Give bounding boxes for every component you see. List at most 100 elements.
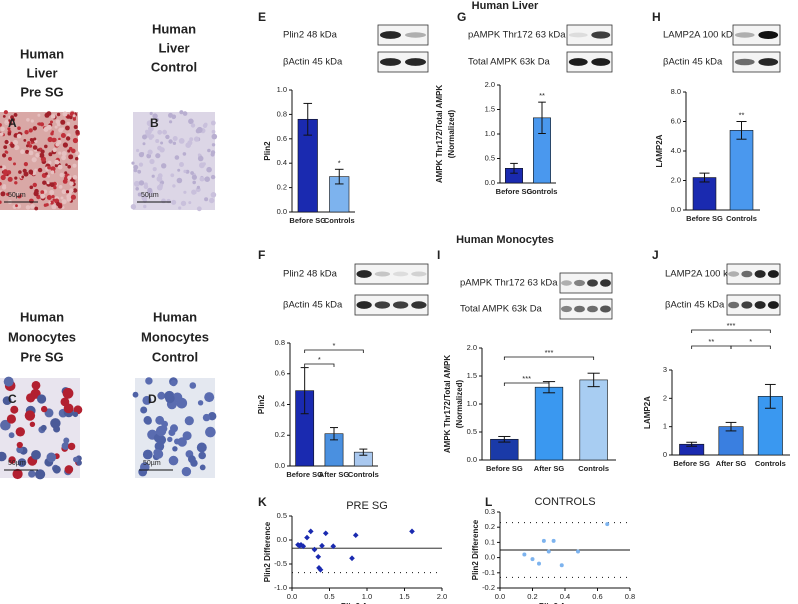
bracket bbox=[304, 349, 364, 353]
cell bbox=[5, 151, 9, 154]
panel-letter: F bbox=[258, 248, 265, 262]
cell bbox=[140, 406, 148, 414]
cell bbox=[32, 145, 38, 150]
chart-title: PRE SG bbox=[346, 500, 388, 512]
y-tick-label: 0.4 bbox=[275, 399, 285, 408]
cell bbox=[49, 189, 55, 195]
cell bbox=[183, 169, 187, 173]
cell bbox=[58, 151, 62, 155]
blot bbox=[377, 51, 429, 73]
blot-label: LAMP2A 100 kDa bbox=[663, 30, 739, 41]
band bbox=[754, 301, 766, 309]
blot-label: pAMPK Thr172 63 kDa bbox=[460, 278, 558, 289]
cell bbox=[154, 441, 165, 452]
blot-label: βActin 45 kDa bbox=[283, 57, 343, 68]
panel-letter: G bbox=[457, 10, 466, 24]
cell bbox=[72, 163, 77, 168]
band bbox=[587, 305, 598, 313]
cell bbox=[143, 416, 152, 425]
cell bbox=[52, 465, 61, 474]
cell bbox=[147, 187, 153, 193]
cell bbox=[55, 119, 60, 124]
cell bbox=[184, 416, 194, 426]
y-tick-label: 0.2 bbox=[485, 522, 495, 531]
y-tick-label: 0.3 bbox=[485, 507, 495, 516]
cell bbox=[39, 152, 45, 158]
point bbox=[307, 528, 314, 535]
cell bbox=[0, 419, 11, 431]
cell bbox=[178, 138, 185, 144]
cell bbox=[39, 122, 45, 127]
cell bbox=[0, 123, 2, 127]
cell bbox=[37, 122, 40, 126]
significance: ** bbox=[739, 110, 745, 119]
y-tick-label: 1.0 bbox=[277, 85, 287, 94]
cell bbox=[165, 134, 170, 140]
cell bbox=[28, 169, 34, 175]
blot-label: Total AMPK 63k Da bbox=[468, 57, 551, 68]
cell bbox=[190, 171, 195, 175]
cell bbox=[202, 162, 206, 166]
cell bbox=[148, 125, 154, 132]
cell bbox=[179, 162, 184, 167]
y-tick-label: 1.0 bbox=[485, 129, 495, 138]
x-tick-label: Before SG bbox=[289, 216, 326, 225]
cell bbox=[35, 469, 46, 480]
cell bbox=[66, 121, 71, 126]
cell bbox=[156, 184, 163, 191]
caption: Human bbox=[153, 309, 197, 324]
cell bbox=[131, 161, 135, 165]
band bbox=[568, 58, 588, 66]
cell bbox=[24, 410, 36, 421]
cell bbox=[182, 152, 187, 156]
cell bbox=[67, 149, 71, 153]
cell bbox=[2, 396, 12, 405]
cell bbox=[199, 464, 206, 471]
blot-label: βActin 45 kDa bbox=[665, 300, 725, 311]
cell bbox=[10, 143, 15, 148]
cell bbox=[26, 118, 30, 122]
cell bbox=[190, 459, 198, 467]
cell bbox=[67, 175, 72, 180]
cell bbox=[72, 188, 78, 193]
cell bbox=[13, 162, 16, 166]
cell bbox=[28, 150, 34, 156]
x-tick-label: 0.0 bbox=[287, 592, 297, 601]
cell bbox=[142, 395, 152, 405]
point bbox=[319, 542, 325, 549]
cell bbox=[30, 204, 35, 209]
cell bbox=[60, 133, 66, 138]
cell bbox=[51, 204, 57, 210]
bracket bbox=[503, 356, 595, 360]
point bbox=[541, 538, 546, 543]
cell bbox=[68, 146, 73, 151]
chart-title: CONTROLS bbox=[534, 496, 595, 508]
cell bbox=[43, 203, 48, 207]
point bbox=[349, 555, 355, 562]
cell bbox=[192, 180, 196, 185]
cell bbox=[157, 391, 166, 400]
blot-label: Total AMPK 63k Da bbox=[460, 304, 543, 315]
x-tick-label: Controls bbox=[527, 187, 558, 196]
cell bbox=[62, 387, 74, 399]
x-tick-label: 0.8 bbox=[625, 592, 635, 601]
x-tick-label: 0.2 bbox=[527, 592, 537, 601]
cell bbox=[16, 133, 22, 139]
error-bar bbox=[587, 372, 600, 388]
cell bbox=[3, 145, 8, 150]
y-tick-label: 0.6 bbox=[277, 134, 287, 143]
cell bbox=[12, 468, 23, 480]
cell bbox=[189, 137, 194, 142]
cell bbox=[56, 201, 61, 207]
band bbox=[574, 279, 585, 287]
cell bbox=[6, 414, 17, 424]
cell bbox=[211, 143, 216, 147]
band bbox=[392, 271, 409, 277]
cell bbox=[63, 437, 70, 444]
cell bbox=[49, 182, 55, 188]
blot bbox=[726, 294, 781, 316]
point bbox=[316, 565, 322, 571]
bracket bbox=[730, 345, 771, 349]
y-tick-label: -0.1 bbox=[482, 568, 495, 577]
cell bbox=[46, 452, 57, 463]
